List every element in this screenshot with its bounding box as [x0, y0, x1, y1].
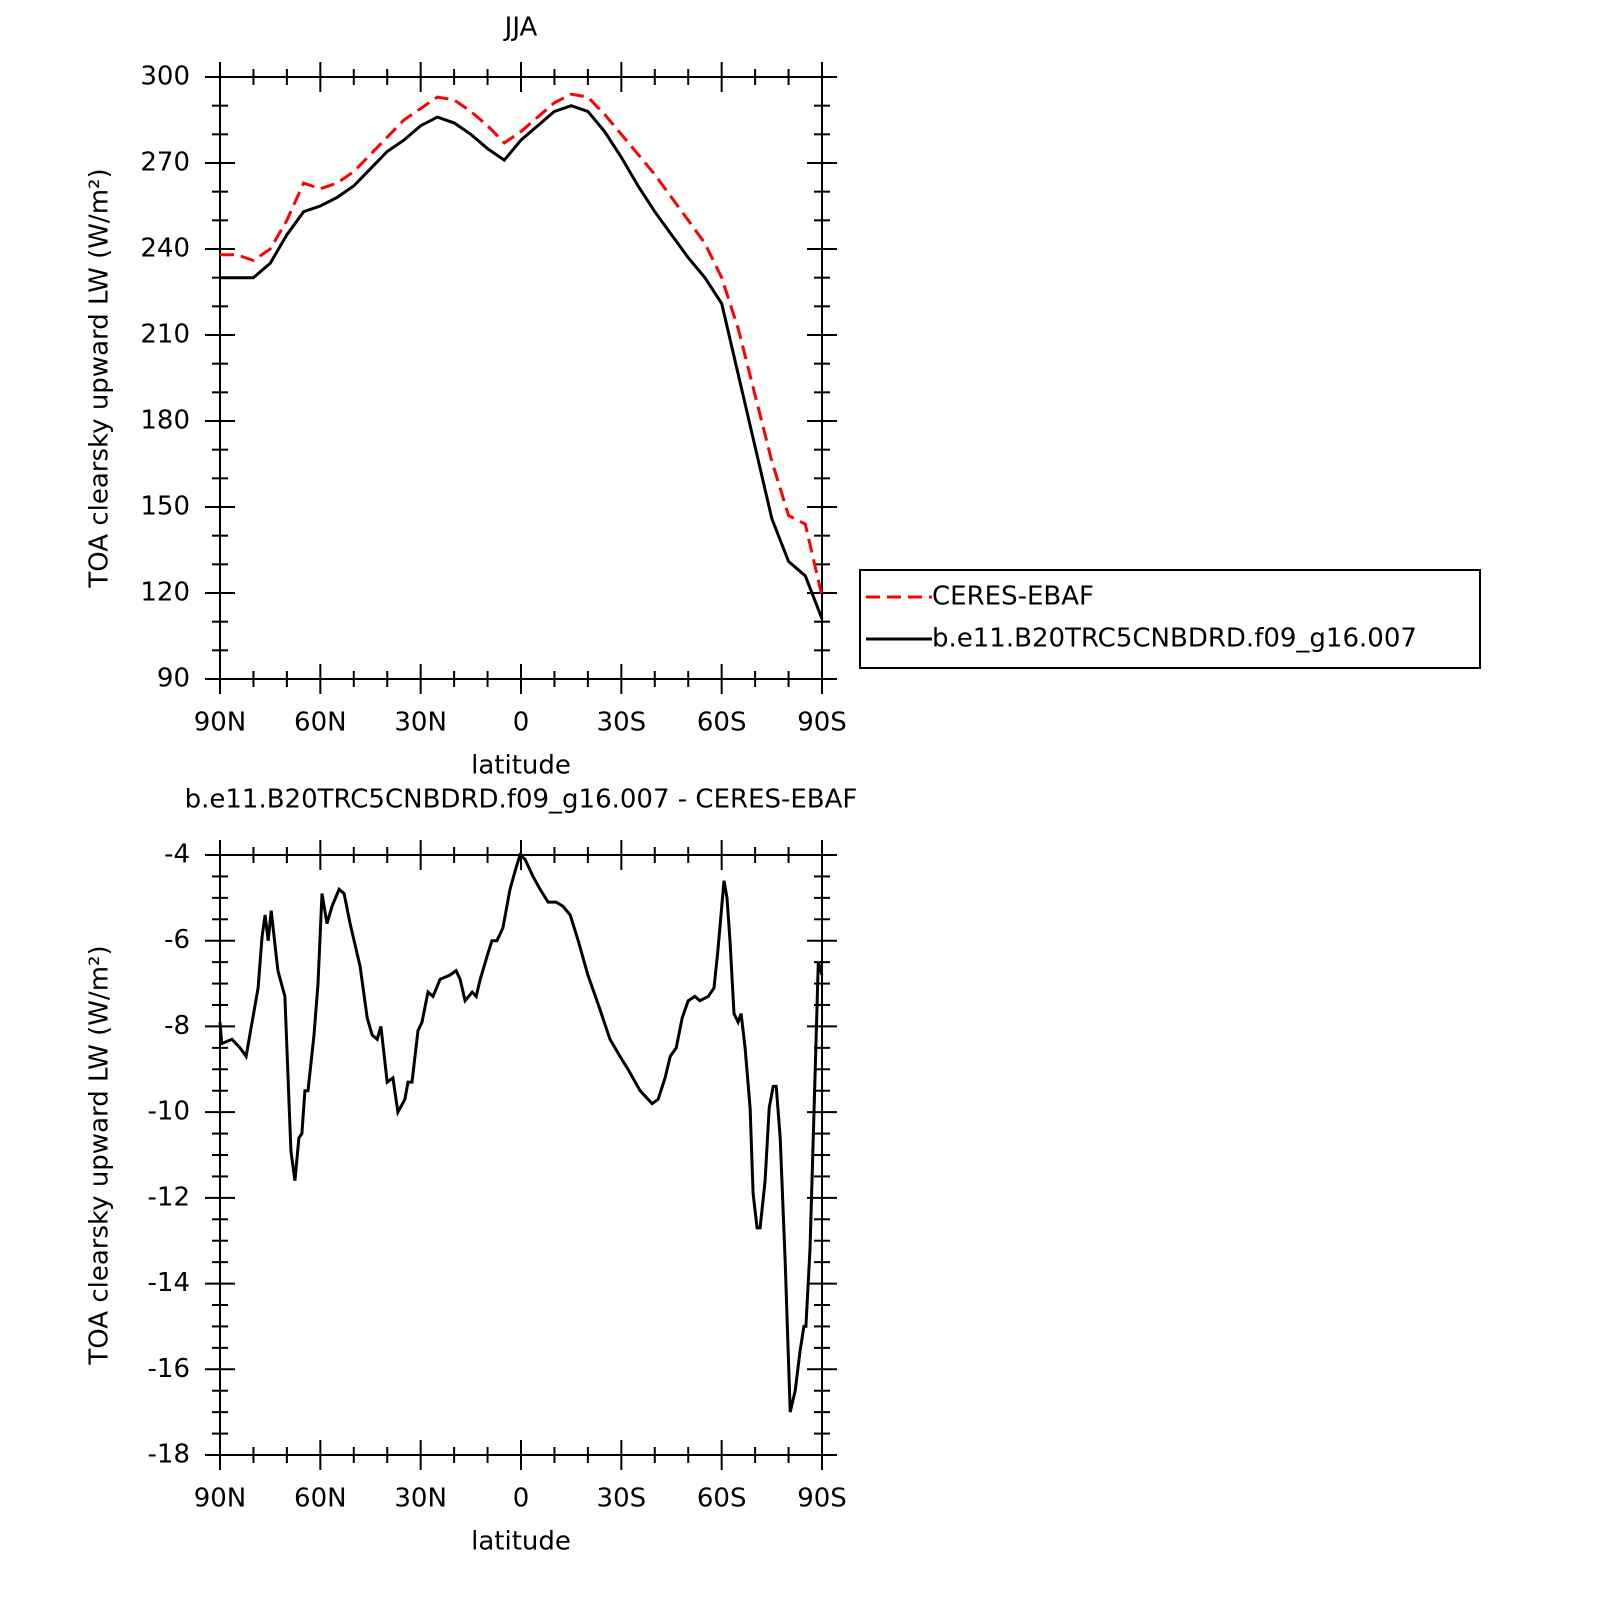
y-tick-label: 150: [140, 492, 190, 522]
chart-title: JJA: [503, 13, 538, 43]
y-tick-label: 210: [140, 320, 190, 350]
plot-frame: [219, 76, 823, 680]
x-tick-label: 30N: [394, 708, 447, 738]
y-tick-label: 120: [140, 578, 190, 608]
x-tick-label: 90N: [194, 708, 247, 738]
y-tick-label: -12: [148, 1182, 190, 1212]
y-tick-label: -6: [164, 925, 190, 955]
y-tick-label: 270: [140, 148, 190, 178]
x-tick-label: 90S: [797, 708, 847, 738]
y-tick-label: 90: [157, 664, 190, 694]
x-tick-label: 90S: [797, 1484, 847, 1514]
y-tick-label: 300: [140, 62, 190, 92]
y-axis-label: TOA clearsky upward LW (W/m²): [85, 945, 115, 1365]
y-tick-label: 180: [140, 406, 190, 436]
legend-label: CERES-EBAF: [932, 582, 1094, 612]
x-tick-label: 30S: [597, 1484, 647, 1514]
y-tick-label: -8: [164, 1011, 190, 1041]
y-tick-label: 240: [140, 234, 190, 264]
y-tick-label: -10: [148, 1097, 190, 1127]
x-tick-label: 30N: [394, 1484, 447, 1514]
x-axis-label: latitude: [471, 751, 571, 781]
x-tick-label: 60N: [294, 1484, 347, 1514]
series-line: [220, 104, 824, 620]
x-tick-label: 90N: [194, 1484, 247, 1514]
legend-label: b.e11.B20TRC5CNBDRD.f09_g16.007: [932, 624, 1417, 654]
x-tick-label: 30S: [597, 708, 647, 738]
series-line: [220, 92, 824, 597]
y-tick-label: -4: [164, 840, 190, 870]
y-tick-label: -14: [148, 1268, 190, 1298]
x-tick-label: 0: [513, 1484, 530, 1514]
chart-title: b.e11.B20TRC5CNBDRD.f09_g16.007 - CERES-…: [185, 785, 858, 815]
x-tick-label: 60N: [294, 708, 347, 738]
y-tick-label: -18: [148, 1440, 190, 1470]
series-line: [218, 852, 824, 1413]
x-tick-label: 0: [513, 708, 530, 738]
x-tick-label: 60S: [697, 1484, 747, 1514]
x-axis-label: latitude: [471, 1527, 571, 1557]
y-axis-label: TOA clearsky upward LW (W/m²): [85, 168, 115, 588]
legend-box: [859, 569, 1481, 669]
y-tick-label: -16: [148, 1354, 190, 1384]
x-tick-label: 60S: [697, 708, 747, 738]
